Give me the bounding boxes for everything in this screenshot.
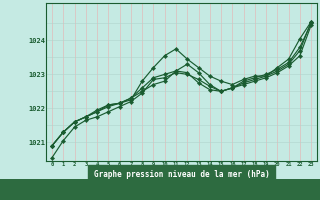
X-axis label: Graphe pression niveau de la mer (hPa): Graphe pression niveau de la mer (hPa) xyxy=(94,170,269,179)
